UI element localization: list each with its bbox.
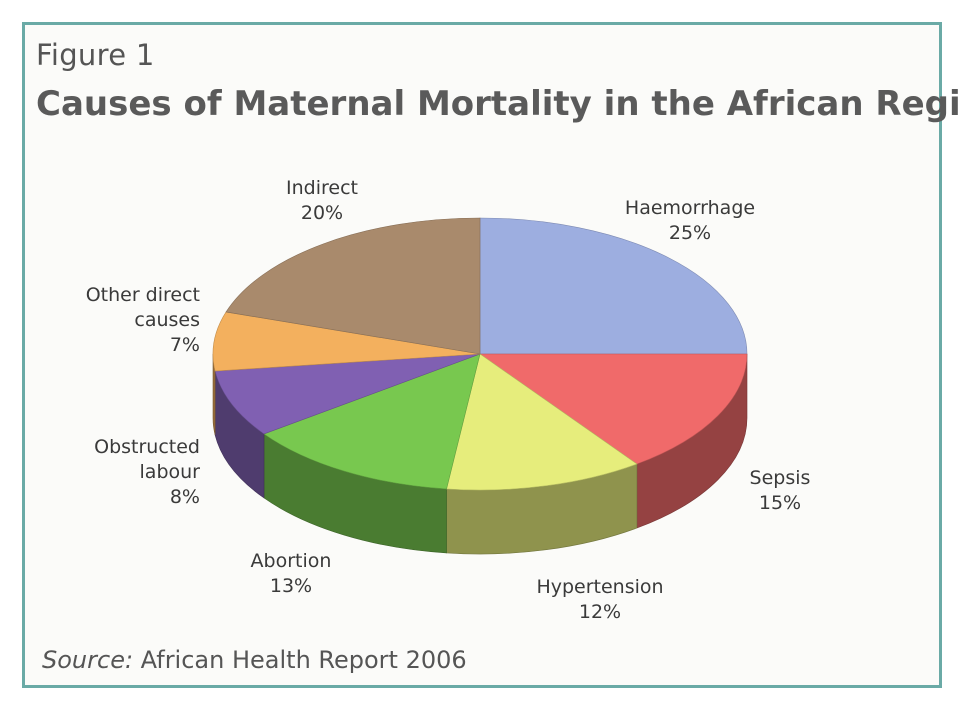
slice-label-3: Abortion 13%	[226, 549, 356, 599]
source-note: Source: African Health Report 2006	[42, 646, 467, 674]
slice-value-label: 20%	[300, 202, 344, 224]
pie-slice-4	[214, 353, 481, 435]
source-prefix: Source:	[42, 646, 134, 674]
slice-label-text: causes	[134, 309, 200, 331]
pie-slice-6	[225, 217, 481, 355]
slice-label-text: Hypertension	[536, 576, 664, 598]
slice-label-text: Other direct	[85, 284, 200, 306]
slice-label-0: Haemorrhage 25%	[600, 196, 780, 246]
slice-value-label: 7%	[169, 334, 200, 356]
pie-slice-5	[212, 311, 481, 372]
pie-slice-3	[263, 353, 481, 490]
slice-label-1: Sepsis 15%	[735, 466, 825, 516]
slice-value-label: 13%	[269, 575, 313, 597]
slice-label-5: Other direct causes 7%	[40, 283, 200, 358]
slice-value-label: 15%	[758, 492, 802, 514]
source-text: African Health Report 2006	[133, 646, 467, 674]
pie-slice-1	[479, 353, 748, 465]
figure-title: Causes of Maternal Mortality in the Afri…	[36, 84, 960, 124]
slice-label-4: Obstructed labour 8%	[50, 435, 200, 510]
slice-label-2: Hypertension 12%	[515, 575, 685, 625]
slice-value-label: 25%	[668, 222, 712, 244]
pie-slice-0	[479, 217, 748, 355]
pie-slice-2	[446, 353, 638, 491]
slice-label-6: Indirect 20%	[262, 176, 382, 226]
slice-label-text: Indirect	[286, 177, 358, 199]
slice-label-text: Sepsis	[749, 467, 811, 489]
figure-label: Figure 1	[36, 38, 155, 72]
slice-label-text: labour	[139, 461, 200, 483]
slice-label-text: Haemorrhage	[624, 197, 756, 219]
slice-value-label: 8%	[169, 486, 200, 508]
pie-top-faces	[212, 217, 748, 491]
slice-label-text: Obstructed	[94, 436, 200, 458]
slice-value-label: 12%	[578, 601, 622, 623]
slice-label-text: Abortion	[250, 550, 332, 572]
